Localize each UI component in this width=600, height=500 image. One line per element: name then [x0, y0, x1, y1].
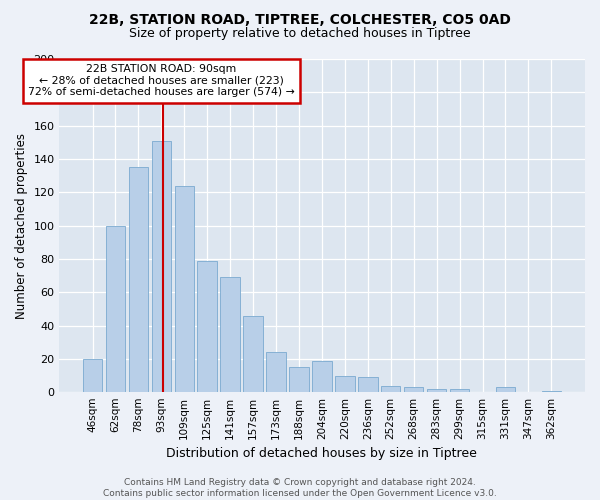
Bar	[289, 368, 309, 392]
Bar	[358, 378, 377, 392]
Bar	[381, 386, 400, 392]
Bar	[244, 316, 263, 392]
Bar	[83, 359, 102, 392]
Bar	[106, 226, 125, 392]
Bar	[450, 389, 469, 392]
Bar	[266, 352, 286, 393]
Bar	[427, 389, 446, 392]
Text: 22B, STATION ROAD, TIPTREE, COLCHESTER, CO5 0AD: 22B, STATION ROAD, TIPTREE, COLCHESTER, …	[89, 12, 511, 26]
X-axis label: Distribution of detached houses by size in Tiptree: Distribution of detached houses by size …	[166, 447, 478, 460]
Bar	[175, 186, 194, 392]
Y-axis label: Number of detached properties: Number of detached properties	[15, 132, 28, 318]
Bar	[197, 260, 217, 392]
Text: Contains HM Land Registry data © Crown copyright and database right 2024.
Contai: Contains HM Land Registry data © Crown c…	[103, 478, 497, 498]
Text: Size of property relative to detached houses in Tiptree: Size of property relative to detached ho…	[129, 28, 471, 40]
Text: 22B STATION ROAD: 90sqm
← 28% of detached houses are smaller (223)
72% of semi-d: 22B STATION ROAD: 90sqm ← 28% of detache…	[28, 64, 295, 97]
Bar	[542, 390, 561, 392]
Bar	[312, 360, 332, 392]
Bar	[496, 388, 515, 392]
Bar	[152, 140, 171, 392]
Bar	[335, 376, 355, 392]
Bar	[404, 388, 424, 392]
Bar	[128, 168, 148, 392]
Bar	[220, 278, 240, 392]
